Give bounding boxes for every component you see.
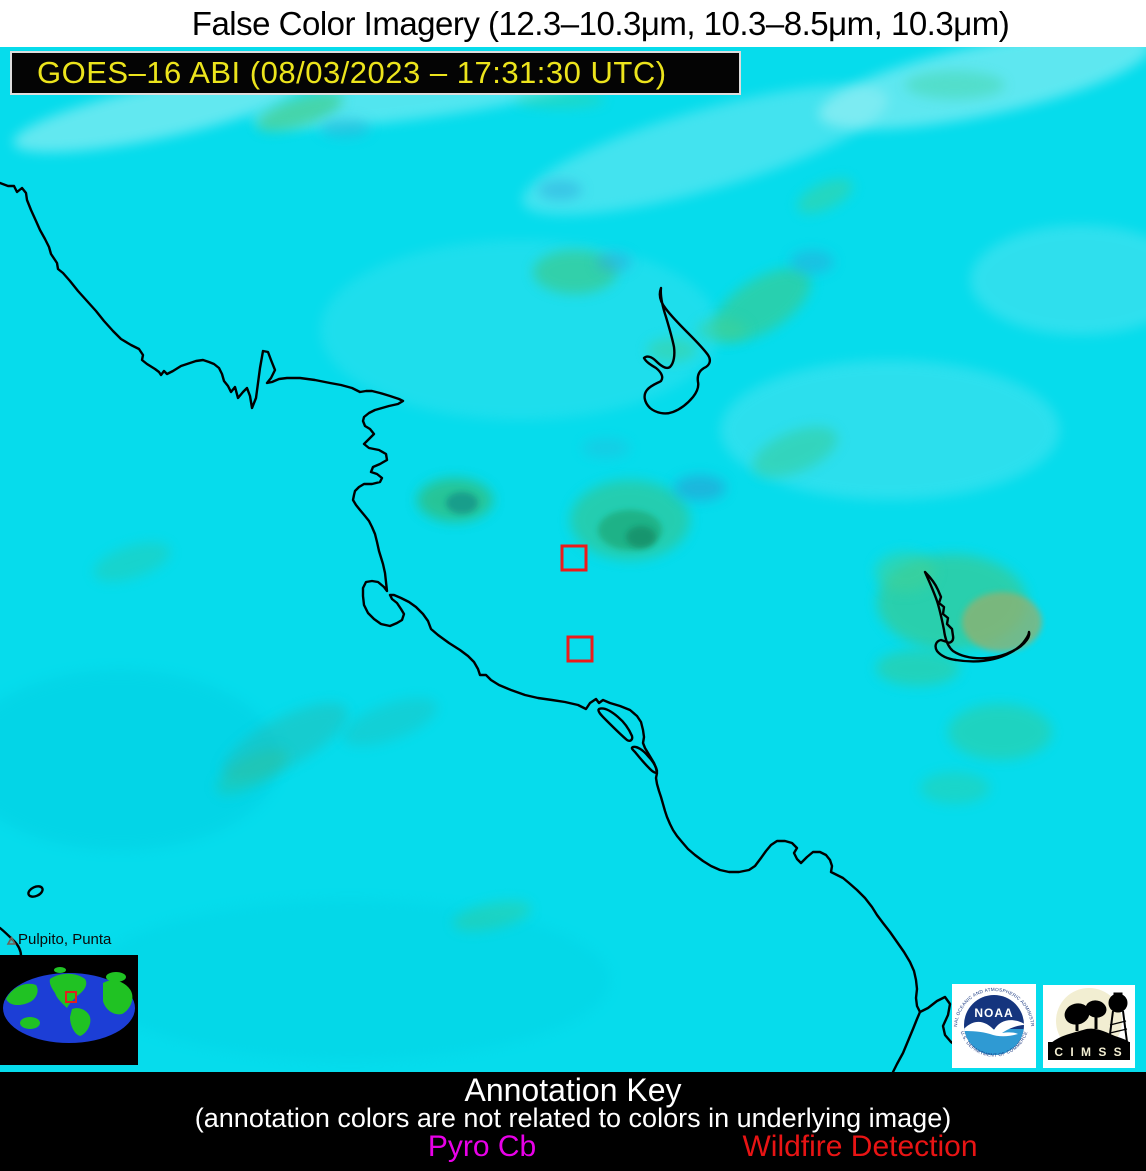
noaa-logo: NOAA NATIONAL OCEANIC AND ATMOSPHERIC AD… [952,984,1036,1068]
satellite-map: Pulpito, Punta [0,47,1146,1072]
world-inset-map [0,955,138,1065]
noaa-gull-icon [964,1020,1024,1037]
place-label: Pulpito, Punta [18,931,112,948]
islet-outline [27,885,44,898]
wildfire-markers [560,544,594,663]
inset-region-marker [65,991,77,1003]
banner-text: GOES–16 ABI (08/03/2023 – 17:31:30 UTC) [37,55,667,90]
wildfire-marker [560,544,588,572]
cimss-logo: C I M S S [1043,985,1135,1068]
barrier-island-lower [630,745,659,774]
island-hook-outline [923,570,1031,663]
page-title: False Color Imagery (12.3–10.3μm, 10.3–8… [191,4,1010,42]
annotation-key-bar: Annotation Key (annotation colors are no… [0,1072,1146,1171]
globe-continents [6,967,133,1036]
coastline-baja [0,181,922,1072]
cloud-texture [0,47,1146,1060]
goes-banner: GOES–16 ABI (08/03/2023 – 17:31:30 UTC) [10,51,741,95]
noaa-wordmark: NOAA [974,1006,1013,1020]
annotation-key-subtitle: (annotation colors are not related to co… [194,1103,952,1133]
title-band: False Color Imagery (12.3–10.3μm, 10.3–8… [0,0,1146,47]
wildfire-marker [566,635,594,663]
barrier-island-upper [597,707,634,742]
annotation-key-title: Annotation Key [464,1072,682,1108]
island-large-outline [642,286,712,415]
place-marker-icon [6,935,17,945]
legend-item-pyrocb: Pyro Cb [427,1130,537,1163]
coastlines [0,181,1031,1072]
legend-item-wildfire: Wildfire Detection [742,1130,978,1163]
coastline-estuary-branch [918,995,960,1049]
cimss-wordmark: C I M S S [1054,1045,1123,1059]
